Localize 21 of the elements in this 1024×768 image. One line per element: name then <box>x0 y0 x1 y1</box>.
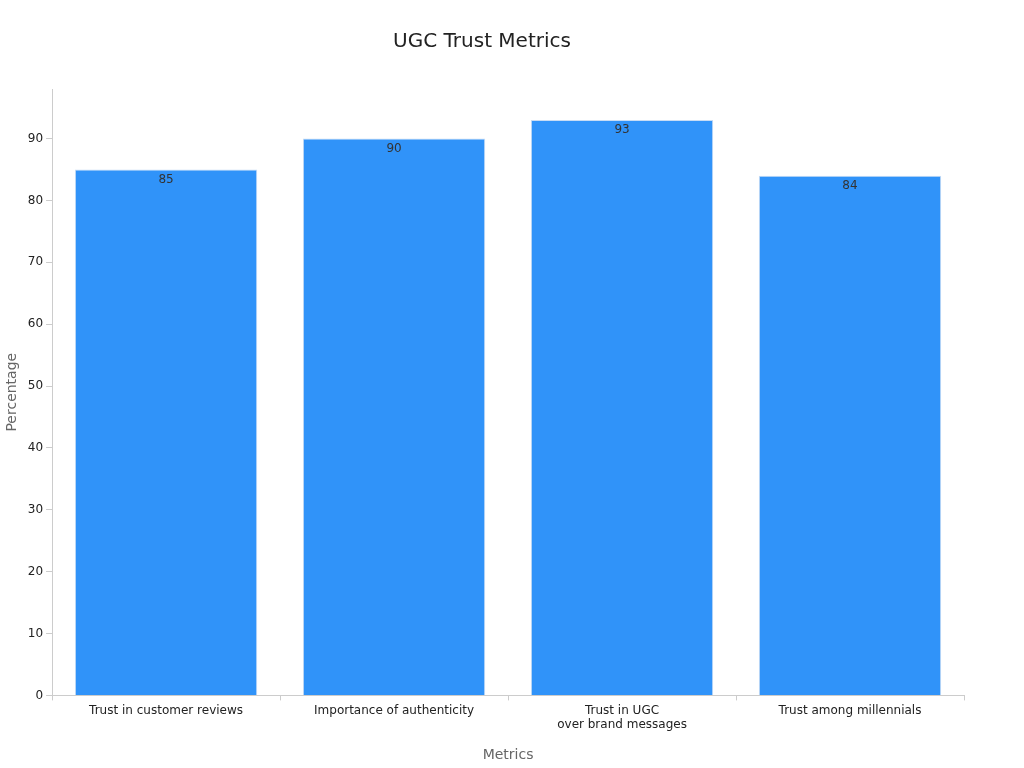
y-tick-label: 90 <box>27 130 44 145</box>
data-label: 90 <box>386 140 402 155</box>
y-tick-label: 60 <box>27 316 44 331</box>
y-tick-label: 70 <box>27 254 44 269</box>
x-tick-label: Importance of authenticity <box>314 702 475 717</box>
x-tick-label: Trust among millennials <box>777 702 922 717</box>
y-tick-label: 20 <box>27 563 44 578</box>
y-tick-label: 0 <box>35 687 44 702</box>
x-tick-label: Trust in UGC over brand messages <box>557 702 687 732</box>
y-tick-label: 80 <box>27 192 44 207</box>
x-axis-title: Metrics <box>482 746 534 763</box>
data-label: 84 <box>842 177 858 192</box>
y-axis-title: Percentage <box>3 352 20 432</box>
x-tick-label: Trust in customer reviews <box>88 702 244 717</box>
data-label: 85 <box>158 171 174 186</box>
y-tick-label: 30 <box>27 501 44 516</box>
y-tick-label: 10 <box>27 625 44 640</box>
y-tick-label: 40 <box>27 440 44 455</box>
y-tick-label: 50 <box>27 378 44 393</box>
chart-title: UGC Trust Metrics <box>393 28 571 53</box>
data-label: 93 <box>614 122 630 137</box>
